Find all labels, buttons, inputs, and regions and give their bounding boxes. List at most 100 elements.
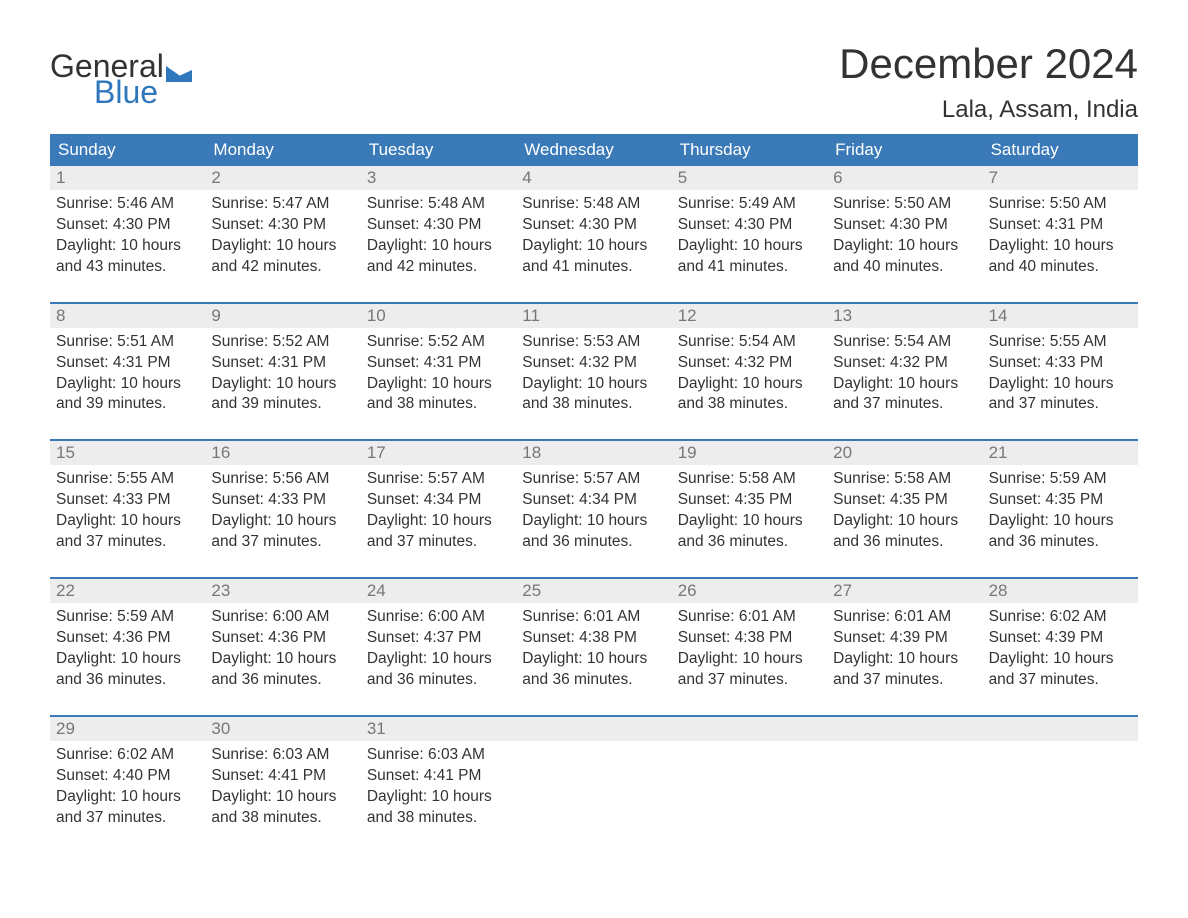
day-number: 18 bbox=[516, 441, 671, 465]
sunset-text: Sunset: 4:30 PM bbox=[833, 215, 976, 236]
title-block: December 2024 Lala, Assam, India bbox=[839, 40, 1138, 124]
day-details: Sunrise: 5:58 AMSunset: 4:35 PMDaylight:… bbox=[672, 465, 827, 553]
calendar-day: 11Sunrise: 5:53 AMSunset: 4:32 PMDayligh… bbox=[516, 304, 671, 434]
day-details: Sunrise: 5:48 AMSunset: 4:30 PMDaylight:… bbox=[516, 190, 671, 278]
daylight-text: Daylight: 10 hours and 42 minutes. bbox=[367, 236, 510, 278]
day-number: 5 bbox=[672, 166, 827, 190]
sunset-text: Sunset: 4:30 PM bbox=[56, 215, 199, 236]
calendar-day: 30Sunrise: 6:03 AMSunset: 4:41 PMDayligh… bbox=[205, 717, 360, 847]
logo: General Blue bbox=[50, 40, 192, 108]
calendar-day: 2Sunrise: 5:47 AMSunset: 4:30 PMDaylight… bbox=[205, 166, 360, 296]
calendar-week: 1Sunrise: 5:46 AMSunset: 4:30 PMDaylight… bbox=[50, 166, 1138, 296]
sunrise-text: Sunrise: 5:52 AM bbox=[211, 332, 354, 353]
sunrise-text: Sunrise: 5:47 AM bbox=[211, 194, 354, 215]
daylight-text: Daylight: 10 hours and 38 minutes. bbox=[678, 374, 821, 416]
day-number: 24 bbox=[361, 579, 516, 603]
calendar-day: 26Sunrise: 6:01 AMSunset: 4:38 PMDayligh… bbox=[672, 579, 827, 709]
daylight-text: Daylight: 10 hours and 37 minutes. bbox=[989, 374, 1132, 416]
sunset-text: Sunset: 4:33 PM bbox=[989, 353, 1132, 374]
day-details: Sunrise: 6:01 AMSunset: 4:39 PMDaylight:… bbox=[827, 603, 982, 691]
day-number: 13 bbox=[827, 304, 982, 328]
header: General Blue December 2024 Lala, Assam, … bbox=[50, 40, 1138, 124]
day-details: Sunrise: 5:47 AMSunset: 4:30 PMDaylight:… bbox=[205, 190, 360, 278]
day-number: 11 bbox=[516, 304, 671, 328]
day-number: 25 bbox=[516, 579, 671, 603]
day-number: 10 bbox=[361, 304, 516, 328]
dow-tuesday: Tuesday bbox=[361, 134, 516, 166]
location: Lala, Assam, India bbox=[839, 96, 1138, 124]
calendar-day: 16Sunrise: 5:56 AMSunset: 4:33 PMDayligh… bbox=[205, 441, 360, 571]
sunrise-text: Sunrise: 5:49 AM bbox=[678, 194, 821, 215]
sunset-text: Sunset: 4:35 PM bbox=[989, 490, 1132, 511]
day-details: Sunrise: 5:57 AMSunset: 4:34 PMDaylight:… bbox=[361, 465, 516, 553]
sunset-text: Sunset: 4:31 PM bbox=[367, 353, 510, 374]
dow-thursday: Thursday bbox=[672, 134, 827, 166]
sunset-text: Sunset: 4:40 PM bbox=[56, 766, 199, 787]
day-number: 17 bbox=[361, 441, 516, 465]
day-number: 27 bbox=[827, 579, 982, 603]
calendar-day bbox=[983, 717, 1138, 847]
day-number: 26 bbox=[672, 579, 827, 603]
sunset-text: Sunset: 4:32 PM bbox=[678, 353, 821, 374]
sunrise-text: Sunrise: 5:59 AM bbox=[989, 469, 1132, 490]
day-number: 15 bbox=[50, 441, 205, 465]
calendar-day: 13Sunrise: 5:54 AMSunset: 4:32 PMDayligh… bbox=[827, 304, 982, 434]
calendar-day bbox=[516, 717, 671, 847]
daylight-text: Daylight: 10 hours and 37 minutes. bbox=[56, 787, 199, 829]
day-number bbox=[672, 717, 827, 741]
day-number: 31 bbox=[361, 717, 516, 741]
calendar-day: 21 Sunrise: 5:59 AMSunset: 4:35 PMDayligh… bbox=[983, 441, 1138, 571]
daylight-text: Daylight: 10 hours and 36 minutes. bbox=[211, 649, 354, 691]
sunset-text: Sunset: 4:30 PM bbox=[367, 215, 510, 236]
day-of-week-header: Sunday Monday Tuesday Wednesday Thursday… bbox=[50, 134, 1138, 166]
day-number: 2 bbox=[205, 166, 360, 190]
daylight-text: Daylight: 10 hours and 36 minutes. bbox=[989, 511, 1132, 553]
day-number: 8 bbox=[50, 304, 205, 328]
day-details: Sunrise: 5:54 AMSunset: 4:32 PMDaylight:… bbox=[827, 328, 982, 416]
calendar-day: 3 Sunrise: 5:48 AMSunset: 4:30 PMDaylight… bbox=[361, 166, 516, 296]
sunrise-text: Sunrise: 5:52 AM bbox=[367, 332, 510, 353]
day-number: 12 bbox=[672, 304, 827, 328]
sunrise-text: Sunrise: 5:57 AM bbox=[522, 469, 665, 490]
calendar-day bbox=[672, 717, 827, 847]
daylight-text: Daylight: 10 hours and 36 minutes. bbox=[522, 511, 665, 553]
calendar-day: 14Sunrise: 5:55 AMSunset: 4:33 PMDayligh… bbox=[983, 304, 1138, 434]
sunrise-text: Sunrise: 6:02 AM bbox=[56, 745, 199, 766]
sunrise-text: Sunrise: 6:00 AM bbox=[211, 607, 354, 628]
sunset-text: Sunset: 4:35 PM bbox=[678, 490, 821, 511]
calendar-day: 1Sunrise: 5:46 AMSunset: 4:30 PMDaylight… bbox=[50, 166, 205, 296]
day-number: 3 bbox=[361, 166, 516, 190]
sunset-text: Sunset: 4:41 PM bbox=[367, 766, 510, 787]
sunset-text: Sunset: 4:32 PM bbox=[833, 353, 976, 374]
day-number: 30 bbox=[205, 717, 360, 741]
sunset-text: Sunset: 4:39 PM bbox=[833, 628, 976, 649]
calendar-day: 24Sunrise: 6:00 AMSunset: 4:37 PMDayligh… bbox=[361, 579, 516, 709]
sunset-text: Sunset: 4:36 PM bbox=[211, 628, 354, 649]
sunrise-text: Sunrise: 5:57 AM bbox=[367, 469, 510, 490]
sunrise-text: Sunrise: 5:48 AM bbox=[367, 194, 510, 215]
sunset-text: Sunset: 4:34 PM bbox=[522, 490, 665, 511]
sunset-text: Sunset: 4:31 PM bbox=[56, 353, 199, 374]
day-number: 21 bbox=[983, 441, 1138, 465]
calendar-day: 10Sunrise: 5:52 AMSunset: 4:31 PMDayligh… bbox=[361, 304, 516, 434]
daylight-text: Daylight: 10 hours and 41 minutes. bbox=[678, 236, 821, 278]
day-number: 23 bbox=[205, 579, 360, 603]
sunset-text: Sunset: 4:31 PM bbox=[989, 215, 1132, 236]
sunrise-text: Sunrise: 5:54 AM bbox=[833, 332, 976, 353]
sunrise-text: Sunrise: 6:01 AM bbox=[678, 607, 821, 628]
day-details: Sunrise: 6:03 AMSunset: 4:41 PMDaylight:… bbox=[361, 741, 516, 829]
day-details: Sunrise: 6:02 AMSunset: 4:39 PMDaylight:… bbox=[983, 603, 1138, 691]
sunrise-text: Sunrise: 5:59 AM bbox=[56, 607, 199, 628]
daylight-text: Daylight: 10 hours and 36 minutes. bbox=[367, 649, 510, 691]
calendar-day: 12Sunrise: 5:54 AMSunset: 4:32 PMDayligh… bbox=[672, 304, 827, 434]
day-details: Sunrise: 5:58 AMSunset: 4:35 PMDaylight:… bbox=[827, 465, 982, 553]
calendar-week: 15Sunrise: 5:55 AMSunset: 4:33 PMDayligh… bbox=[50, 439, 1138, 571]
logo-word2: Blue bbox=[94, 76, 192, 108]
sunset-text: Sunset: 4:41 PM bbox=[211, 766, 354, 787]
day-number: 14 bbox=[983, 304, 1138, 328]
daylight-text: Daylight: 10 hours and 36 minutes. bbox=[56, 649, 199, 691]
calendar-day: 23 Sunrise: 6:00 AMSunset: 4:36 PMDayligh… bbox=[205, 579, 360, 709]
day-details: Sunrise: 5:55 AMSunset: 4:33 PMDaylight:… bbox=[983, 328, 1138, 416]
sunset-text: Sunset: 4:30 PM bbox=[678, 215, 821, 236]
day-number bbox=[827, 717, 982, 741]
